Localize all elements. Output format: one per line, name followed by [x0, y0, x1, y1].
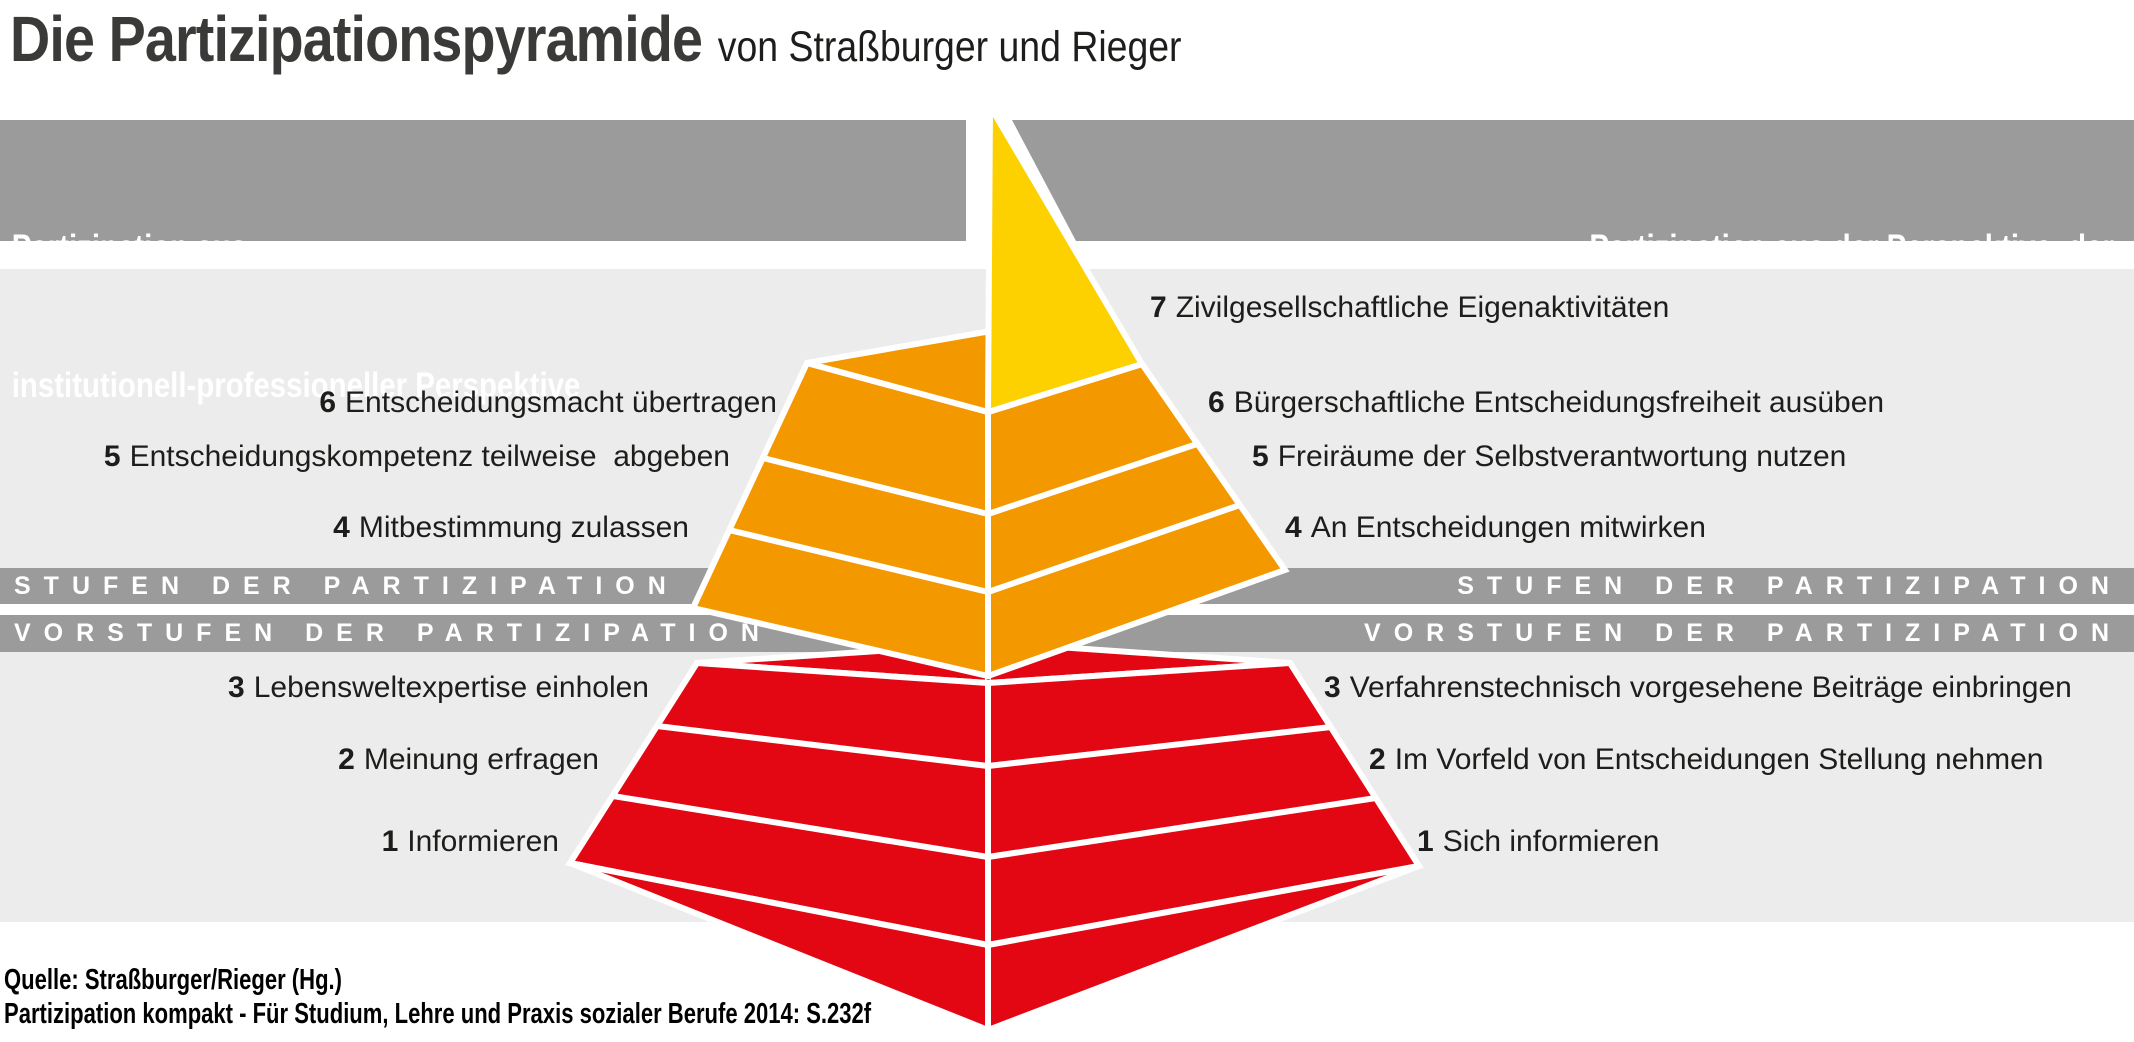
label-right-level-1: 1 Sich informieren: [1417, 825, 1660, 858]
header-left-line2: institutionell-professioneller Perspekti…: [11, 366, 581, 405]
label-right-level-2: 2 Im Vorfeld von Entscheidungen Stellung …: [1369, 743, 2044, 776]
label-right-level-4: 4 An Entscheidungen mitwirken: [1285, 511, 1706, 544]
label-left-level-2: 2 Meinung erfragen: [338, 743, 599, 776]
band-stufen-right-text: STUFEN DER PARTIZIPATION: [1457, 571, 2122, 600]
label-right-level-7: 7 Zivilgesellschaftliche Eigenaktivitäten: [1150, 291, 1670, 324]
header-left-line1: Partizipation aus: [11, 228, 248, 267]
band-vorstufen-right-text: VORSTUFEN DER PARTIZIPATION: [1364, 619, 2122, 647]
label-right-level-3: 3 Verfahrenstechnisch vorgesehene Beiträg…: [1324, 671, 2072, 704]
header-citizen-perspective: Partizipation aus der Perspektive der Bü…: [1012, 120, 2134, 241]
band-vorstufen-der-partizipation: VORSTUFEN DER PARTIZIPATION VORSTUFEN DE…: [0, 615, 2134, 652]
band-divider: [0, 604, 2134, 615]
label-left-level-6: 6 Entscheidungsmacht übertragen: [319, 386, 777, 419]
label-right-level-6: 6 Bürgerschaftliche Entscheidungsfreiheit…: [1208, 386, 1885, 419]
source-line2: Partizipation kompakt - Für Studium, Leh…: [4, 998, 872, 1030]
label-left-level-4: 4 Mitbestimmung zulassen: [333, 511, 689, 544]
source-line1: Quelle: Straßburger/Rieger (Hg.): [4, 964, 342, 996]
band-vorstufen-left-text: VORSTUFEN DER PARTIZIPATION: [14, 619, 772, 647]
label-left-level-1: 1 Informieren: [381, 825, 559, 858]
page-title: Die Partizipationspyramide von Straßburge…: [10, 2, 1182, 76]
header-right-line1: Partizipation aus der Perspektive der: [1589, 228, 2114, 267]
label-left-level-3: 3 Lebensweltexpertise einholen: [228, 671, 649, 704]
source-citation: Quelle: Straßburger/Rieger (Hg.) Partizi…: [4, 963, 871, 1031]
title-main: Die Partizipationspyramide: [10, 3, 703, 75]
band-stufen-left-text: STUFEN DER PARTIZIPATION: [14, 571, 679, 600]
label-left-level-5: 5 Entscheidungskompetenz teilweise abgebe…: [103, 440, 730, 473]
label-right-level-5: 5 Freiräume der Selbstverantwortung nutze…: [1252, 440, 1847, 473]
header-institutional-perspective: Partizipation aus institutionell-profess…: [0, 120, 966, 405]
band-stufen-der-partizipation: STUFEN DER PARTIZIPATION STUFEN DER PART…: [0, 568, 2134, 604]
title-subtitle: von Straßburger und Rieger: [717, 23, 1182, 71]
